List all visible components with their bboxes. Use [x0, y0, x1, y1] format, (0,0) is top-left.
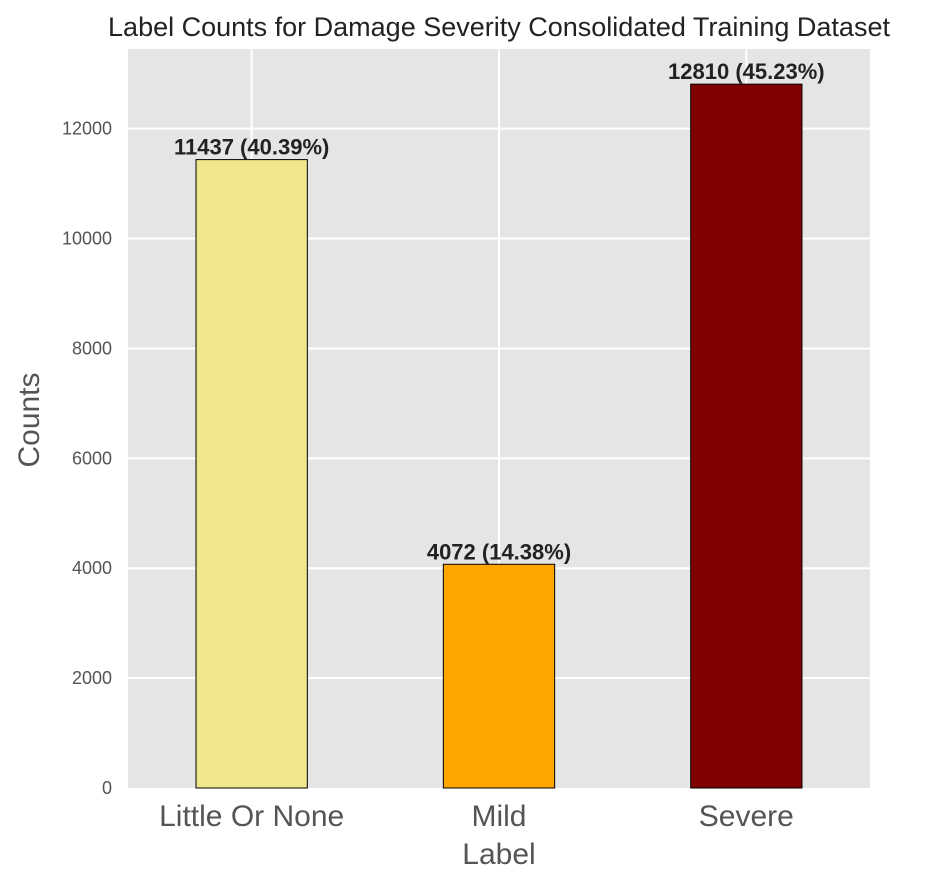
y-tick-label: 12000 — [62, 119, 112, 139]
y-tick-label: 10000 — [62, 229, 112, 249]
y-tick-label: 8000 — [72, 338, 112, 358]
bars — [195, 83, 803, 789]
y-axis-label: Counts — [13, 372, 46, 467]
y-tick-label: 2000 — [72, 668, 112, 688]
bar — [442, 563, 556, 789]
x-tick-labels: Little Or None Mild Severe — [159, 800, 794, 833]
bar-value-label: 12810 (45.23%) — [668, 59, 825, 84]
x-axis-label: Label — [462, 838, 535, 871]
chart-title: Label Counts for Damage Severity Consoli… — [108, 12, 890, 42]
bar-value-label: 11437 (40.39%) — [174, 135, 329, 160]
bar — [690, 83, 803, 789]
x-tick-label: Little Or None — [159, 800, 344, 833]
y-tick-label: 0 — [102, 778, 112, 798]
y-tick-label: 4000 — [72, 558, 112, 578]
bar — [195, 159, 308, 789]
x-tick-label: Mild — [471, 800, 526, 833]
x-tick-label: Severe — [699, 800, 794, 833]
y-tick-labels: 0 2000 4000 6000 8000 10000 12000 — [62, 119, 112, 798]
bar-value-labels: 11437 (40.39%) 4072 (14.38%) 12810 (45.23%… — [174, 59, 825, 564]
bar-value-label: 4072 (14.38%) — [427, 539, 571, 564]
y-tick-label: 6000 — [72, 448, 112, 468]
